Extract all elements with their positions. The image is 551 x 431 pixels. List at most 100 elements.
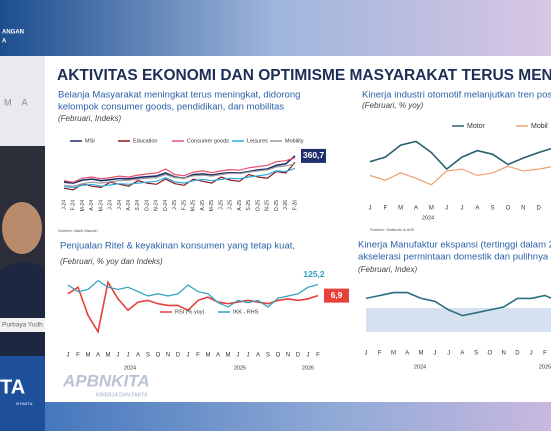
panel-title: akselerasi permintaan domestik dan pulih… [358,252,551,263]
x-tick-label: J [445,206,448,212]
corner-tagline: N FAKTA [16,401,33,406]
x-tick-label: J [187,353,190,359]
x-tick-label: M [419,351,424,357]
x-tick-label: J [461,206,464,212]
x-tick-label: D [296,353,301,359]
x-tick-label: J [127,353,130,359]
x-tick-label: M-24 [80,200,86,212]
x-group-label: 2024 [422,215,434,221]
x-tick-label: O [276,353,281,359]
footer-logo: APBNKITA [62,371,150,390]
x-tick-label: J-24 [108,200,114,210]
x-tick-label: S-25 [246,200,252,211]
x-tick-label: A-25 [237,200,243,211]
x-tick-label: M [206,353,211,359]
x-tick-label: M [86,353,91,359]
x-tick-label: A [256,353,260,359]
x-tick-label: F [76,353,80,359]
x-tick-label: N [501,351,505,357]
x-tick-label: J [530,351,533,357]
x-tick-label: J [447,351,450,357]
x-tick-label: F [378,351,382,357]
x-tick-label: J-25 [172,200,178,210]
x-tick-label: J [433,351,436,357]
legend-label: Education [133,138,157,144]
x-tick-label: O [488,351,493,357]
legend-label: MSI [85,138,95,144]
x-tick-label: M [106,353,111,359]
x-tick-label: F-26 [292,200,298,211]
series-line [63,167,296,189]
x-tick-label: O [156,353,161,359]
series-line [67,280,319,334]
x-tick-label: F-24 [71,200,77,211]
x-tick-label: J-24 [61,200,67,210]
speaker-face [2,202,42,254]
x-tick-label: A-24 [126,200,132,211]
value-label: 360,7 [303,150,325,160]
x-tick-label: N [166,353,170,359]
side-text: M A [4,97,32,107]
x-tick-label: A-24 [89,200,95,211]
panel-title: Kinerja industri otomotif melanjutkan tr… [362,90,551,101]
x-tick-label: J [67,353,70,359]
series-line [63,157,296,183]
series-line [369,165,551,186]
x-tick-label: F [316,353,320,359]
x-tick-label: N-25 [265,200,271,211]
series-line [365,291,551,317]
x-tick-label: A [216,353,220,359]
series-line [63,163,296,187]
x-tick-label: S [266,353,270,359]
x-group-label: 2024 [414,364,426,370]
x-tick-label: O-25 [255,200,261,211]
x-tick-label: M-24 [98,200,104,212]
x-tick-label: S [474,351,478,357]
x-tick-label: D [536,206,541,212]
x-tick-label: D-25 [274,200,280,211]
x-tick-label: D-24 [163,200,169,211]
x-tick-label: S [146,353,150,359]
value-label: 6,9 [331,290,343,300]
x-group-label: 2024 [124,365,136,371]
series-line [67,279,319,308]
x-tick-label: M [429,206,434,212]
x-tick-label: A [405,351,409,357]
x-tick-label: N-24 [154,200,160,211]
x-tick-label: N [286,353,290,359]
x-tick-label: M [391,351,396,357]
x-tick-label: J-26 [283,200,289,210]
speaker-name: Purbaya Yudh [2,322,43,329]
x-tick-label: A [414,206,418,212]
slide [45,56,551,402]
panel-title: Penjualan Ritel & keyakinan konsumen yan… [60,241,295,252]
panel-subtitle: (Februari, % yoy dan Indeks) [60,257,163,266]
header-text: A [2,39,7,45]
x-tick-label: S [491,206,495,212]
name-tag [0,318,45,332]
panel-subtitle: (Februari, Index) [358,265,417,274]
legend-label: Mobility [285,138,304,144]
x-tick-label: J-24 [117,200,123,210]
x-tick-label: M [226,353,231,359]
x-tick-label: J [247,353,250,359]
x-tick-label: J [307,353,310,359]
x-tick-label: S-24 [135,200,141,211]
x-tick-label: J [237,353,240,359]
x-tick-label: J-25 [218,200,224,210]
x-group-label: 2026 [302,365,314,371]
video-backdrop [0,56,45,146]
x-tick-label: F-25 [181,200,187,211]
x-tick-label: A [460,351,464,357]
value-label: 125,2 [303,269,325,279]
x-tick-label: M-25 [209,200,215,212]
x-tick-label: F [543,351,547,357]
value-label-box [324,288,349,303]
x-tick-label: N [521,206,525,212]
source: Sumber: Gaikindo & AISI [370,227,414,232]
x-tick-label: J [117,353,120,359]
legend-label: Consumer goods [187,138,229,144]
legend-label: IKK - RHS [233,309,259,315]
legend-label: Mobil [531,123,548,130]
